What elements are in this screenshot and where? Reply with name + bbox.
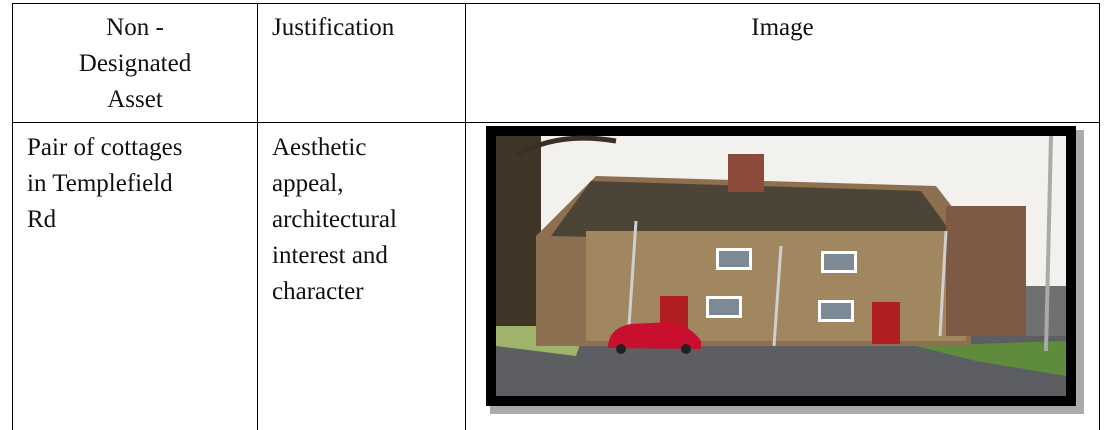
border bbox=[1099, 3, 1100, 430]
border bbox=[12, 3, 1100, 4]
body-cell: Pair of cottages in Templefield Rd bbox=[27, 130, 252, 238]
header-cell: Non - Designated Asset bbox=[13, 10, 257, 118]
border bbox=[12, 3, 13, 430]
header-cell: Image bbox=[466, 10, 1099, 46]
border bbox=[257, 3, 258, 430]
border bbox=[465, 3, 466, 430]
border bbox=[12, 122, 1100, 123]
body-text: Pair of cottages in Templefield Rd bbox=[27, 134, 183, 233]
header-text: Justification bbox=[272, 14, 395, 41]
photo bbox=[486, 126, 1084, 414]
header-cell: Justification bbox=[272, 10, 462, 46]
body-text: Aesthetic appeal, architectural interest… bbox=[272, 134, 397, 305]
header-text: Non - Designated Asset bbox=[78, 14, 192, 113]
body-cell: Aesthetic appeal, architectural interest… bbox=[272, 130, 462, 310]
header-text: Image bbox=[751, 14, 814, 41]
